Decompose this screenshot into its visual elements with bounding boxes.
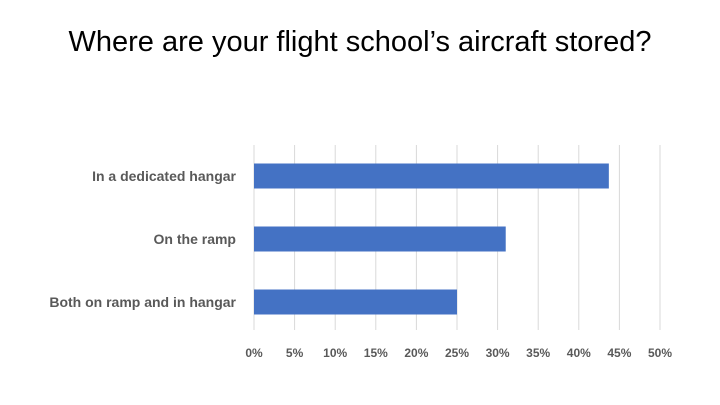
x-tick-label: 5% xyxy=(286,346,304,360)
x-tick-label: 10% xyxy=(323,346,347,360)
category-label: Both on ramp and in hangar xyxy=(49,294,236,310)
bars xyxy=(254,163,609,315)
x-tick-label: 15% xyxy=(364,346,388,360)
x-tick-label: 40% xyxy=(567,346,591,360)
category-labels: In a dedicated hangar On the ramp Both on … xyxy=(49,168,236,310)
category-label: On the ramp xyxy=(154,231,236,247)
x-tick-label: 35% xyxy=(526,346,550,360)
x-tick-label: 0% xyxy=(245,346,263,360)
x-axis-tick-labels: 0% 5% 10% 15% 20% 25% 30% 35% 40% 45% 50% xyxy=(245,346,672,360)
bar xyxy=(254,163,609,189)
category-label: In a dedicated hangar xyxy=(92,168,236,184)
chart-title: Where are your flight school’s aircraft … xyxy=(68,26,652,58)
x-tick-label: 20% xyxy=(404,346,428,360)
x-tick-label: 30% xyxy=(486,346,510,360)
x-tick-label: 45% xyxy=(607,346,631,360)
bar xyxy=(254,289,457,315)
bar xyxy=(254,226,506,252)
x-tick-label: 25% xyxy=(445,346,469,360)
x-tick-label: 50% xyxy=(648,346,672,360)
